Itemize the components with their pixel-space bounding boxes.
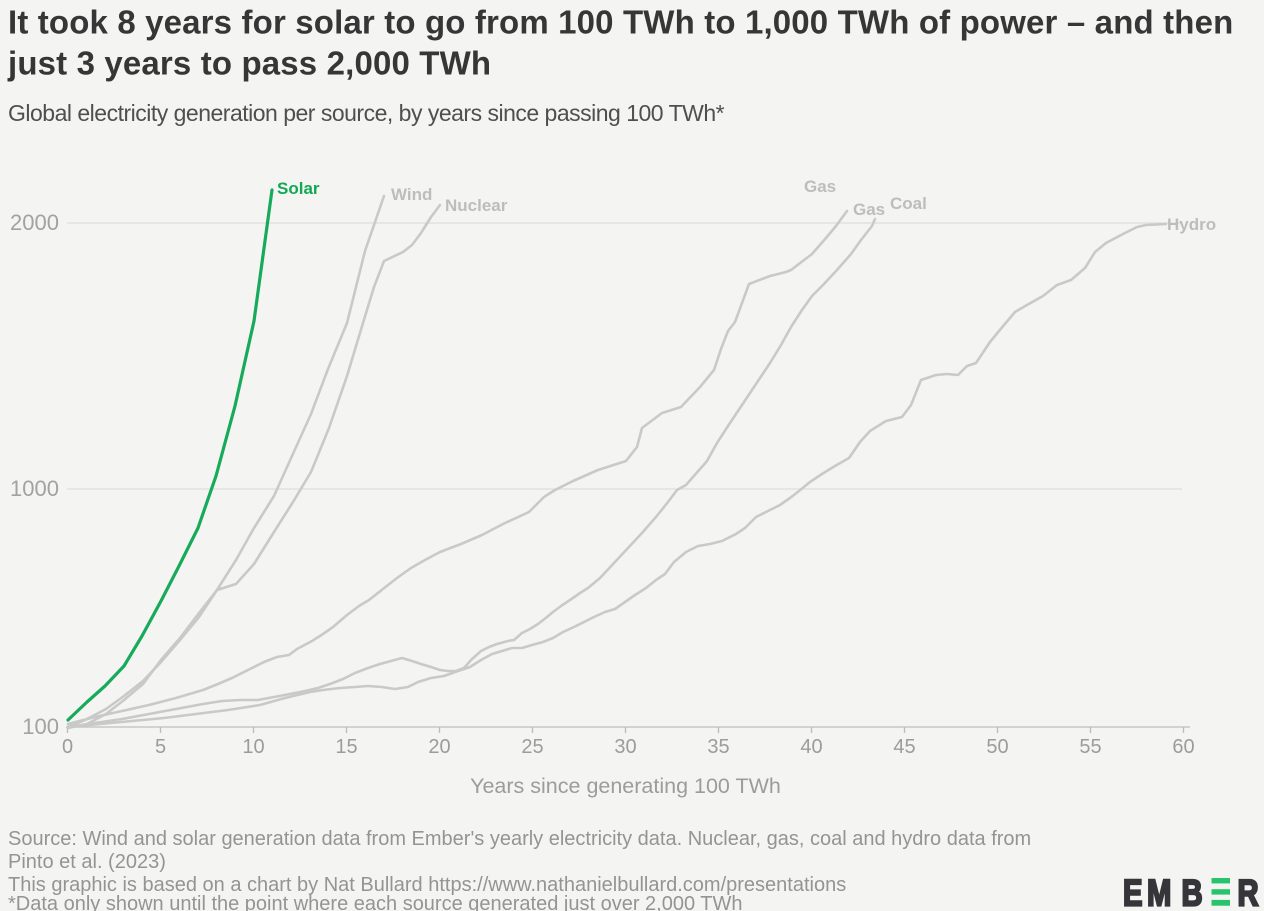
svg-text:10: 10 — [242, 736, 264, 758]
svg-text:This graphic is based on a cha: This graphic is based on a chart by Nat … — [8, 874, 846, 896]
svg-text:Wind: Wind — [391, 185, 432, 204]
svg-text:35: 35 — [707, 736, 729, 758]
svg-text:15: 15 — [335, 736, 357, 758]
svg-text:0: 0 — [62, 736, 73, 758]
svg-text:just 3 years to pass 2,000 TWh: just 3 years to pass 2,000 TWh — [7, 45, 491, 82]
svg-text:Gas: Gas — [804, 177, 836, 196]
svg-text:30: 30 — [614, 736, 636, 758]
svg-text:Solar: Solar — [277, 179, 320, 198]
svg-text:Coal: Coal — [890, 194, 927, 213]
svg-text:100: 100 — [22, 714, 59, 739]
svg-text:2000: 2000 — [10, 210, 59, 235]
svg-text:25: 25 — [521, 736, 543, 758]
svg-text:Source: Wind and solar generat: Source: Wind and solar generation data f… — [8, 828, 1031, 850]
svg-text:55: 55 — [1079, 736, 1101, 758]
svg-text:R: R — [1238, 874, 1259, 911]
svg-text:It took 8 years for solar to g: It took 8 years for solar to go from 100… — [8, 4, 1233, 41]
svg-text:Global electricity generation: Global electricity generation per source… — [8, 100, 725, 126]
svg-text:60: 60 — [1172, 736, 1194, 758]
svg-text:Nuclear: Nuclear — [445, 196, 508, 215]
svg-text:50: 50 — [986, 736, 1008, 758]
svg-text:B: B — [1182, 874, 1203, 911]
svg-text:20: 20 — [428, 736, 450, 758]
svg-text:Hydro: Hydro — [1167, 215, 1216, 234]
svg-text:45: 45 — [893, 736, 915, 758]
svg-text:40: 40 — [800, 736, 822, 758]
svg-text:Pinto et al. (2023): Pinto et al. (2023) — [8, 851, 166, 873]
svg-text:5: 5 — [155, 736, 166, 758]
svg-text:Gas: Gas — [853, 200, 885, 219]
svg-text:M: M — [1147, 874, 1171, 911]
svg-text:*Data only shown until the poi: *Data only shown until the point where e… — [8, 893, 743, 911]
svg-text:Years since generating 100 TWh: Years since generating 100 TWh — [470, 774, 781, 798]
svg-text:1000: 1000 — [10, 476, 59, 501]
svg-text:E: E — [1123, 874, 1142, 911]
